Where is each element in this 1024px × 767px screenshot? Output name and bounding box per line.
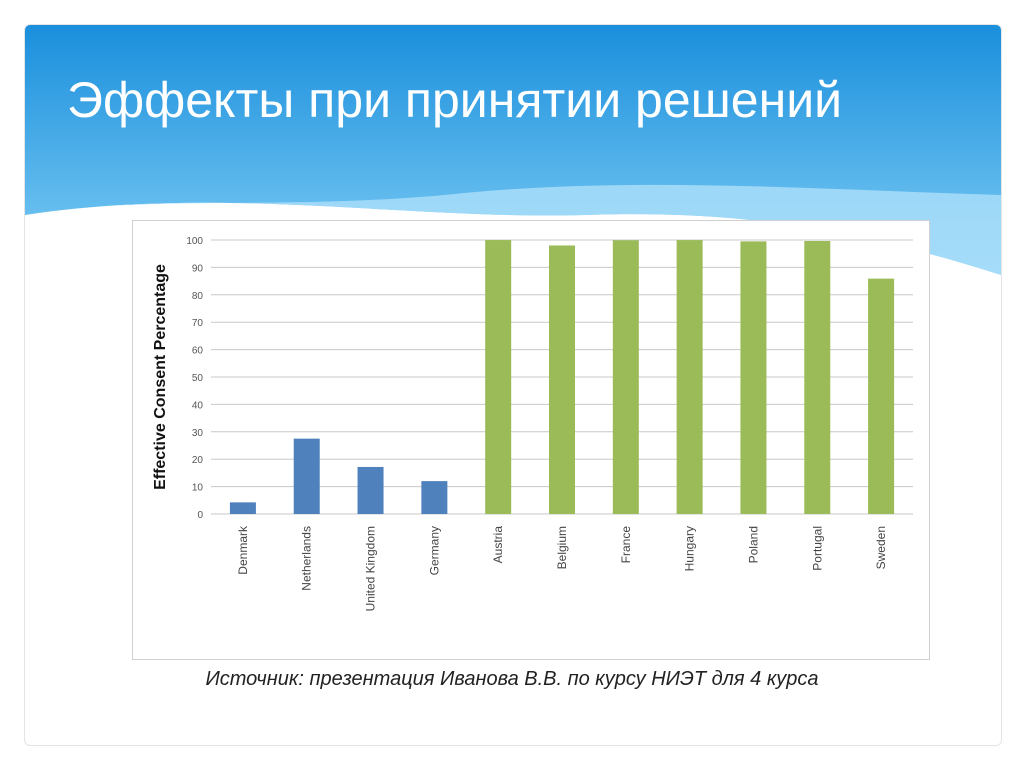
y-tick-label: 60 <box>192 346 204 357</box>
x-tick-label: Hungary <box>683 526 697 571</box>
header-background <box>25 25 1001 275</box>
bar-france <box>612 240 639 515</box>
y-tick-label: 50 <box>192 373 204 384</box>
bar-denmark <box>229 502 256 514</box>
bar-belgium <box>549 245 575 515</box>
bar-chart: 0 10 20 30 40 50 60 70 80 90 100 Effective Consent … <box>152 236 913 611</box>
x-tick-label: Belgium <box>555 526 569 569</box>
x-tick-label: United Kingdom <box>364 526 378 611</box>
y-tick-label: 90 <box>192 263 204 274</box>
y-axis-label: Effective Consent Percentage <box>152 264 169 490</box>
y-tick-label: 20 <box>192 455 204 466</box>
y-tick-label: 70 <box>192 318 204 329</box>
chart-panel: 0 10 20 30 40 50 60 70 80 90 100 Effective Consent … <box>132 220 930 660</box>
bar-hungary <box>676 240 703 514</box>
y-tick-label: 10 <box>192 483 204 494</box>
slide-title: Эффекты при принятии решений <box>67 72 843 128</box>
x-tick-label: Netherlands <box>300 526 314 591</box>
bar-netherlands <box>293 438 320 514</box>
x-tick-label: Portugal <box>810 526 824 571</box>
y-tick-label: 40 <box>192 400 204 411</box>
y-tick-label: 30 <box>192 428 204 439</box>
x-tick-label: Sweden <box>874 526 888 569</box>
source-caption: Источник: презентация Иванова В.В. по ку… <box>205 668 819 690</box>
y-tick-label: 0 <box>197 510 203 521</box>
x-tick-label: Germany <box>427 526 441 575</box>
x-tick-label: Poland <box>746 526 760 563</box>
bar-austria <box>485 240 512 514</box>
x-tick-label: Austria <box>491 526 505 564</box>
bar-sweden <box>868 278 895 514</box>
y-tick-label: 100 <box>186 236 203 247</box>
bar-germany <box>421 481 448 514</box>
x-tick-label: France <box>619 526 633 564</box>
x-tick-label: Denmark <box>236 525 250 575</box>
bar-united-kingdom <box>357 466 384 514</box>
y-tick-label: 80 <box>192 291 204 302</box>
bar-poland <box>740 241 767 514</box>
bar-portugal <box>804 240 831 515</box>
